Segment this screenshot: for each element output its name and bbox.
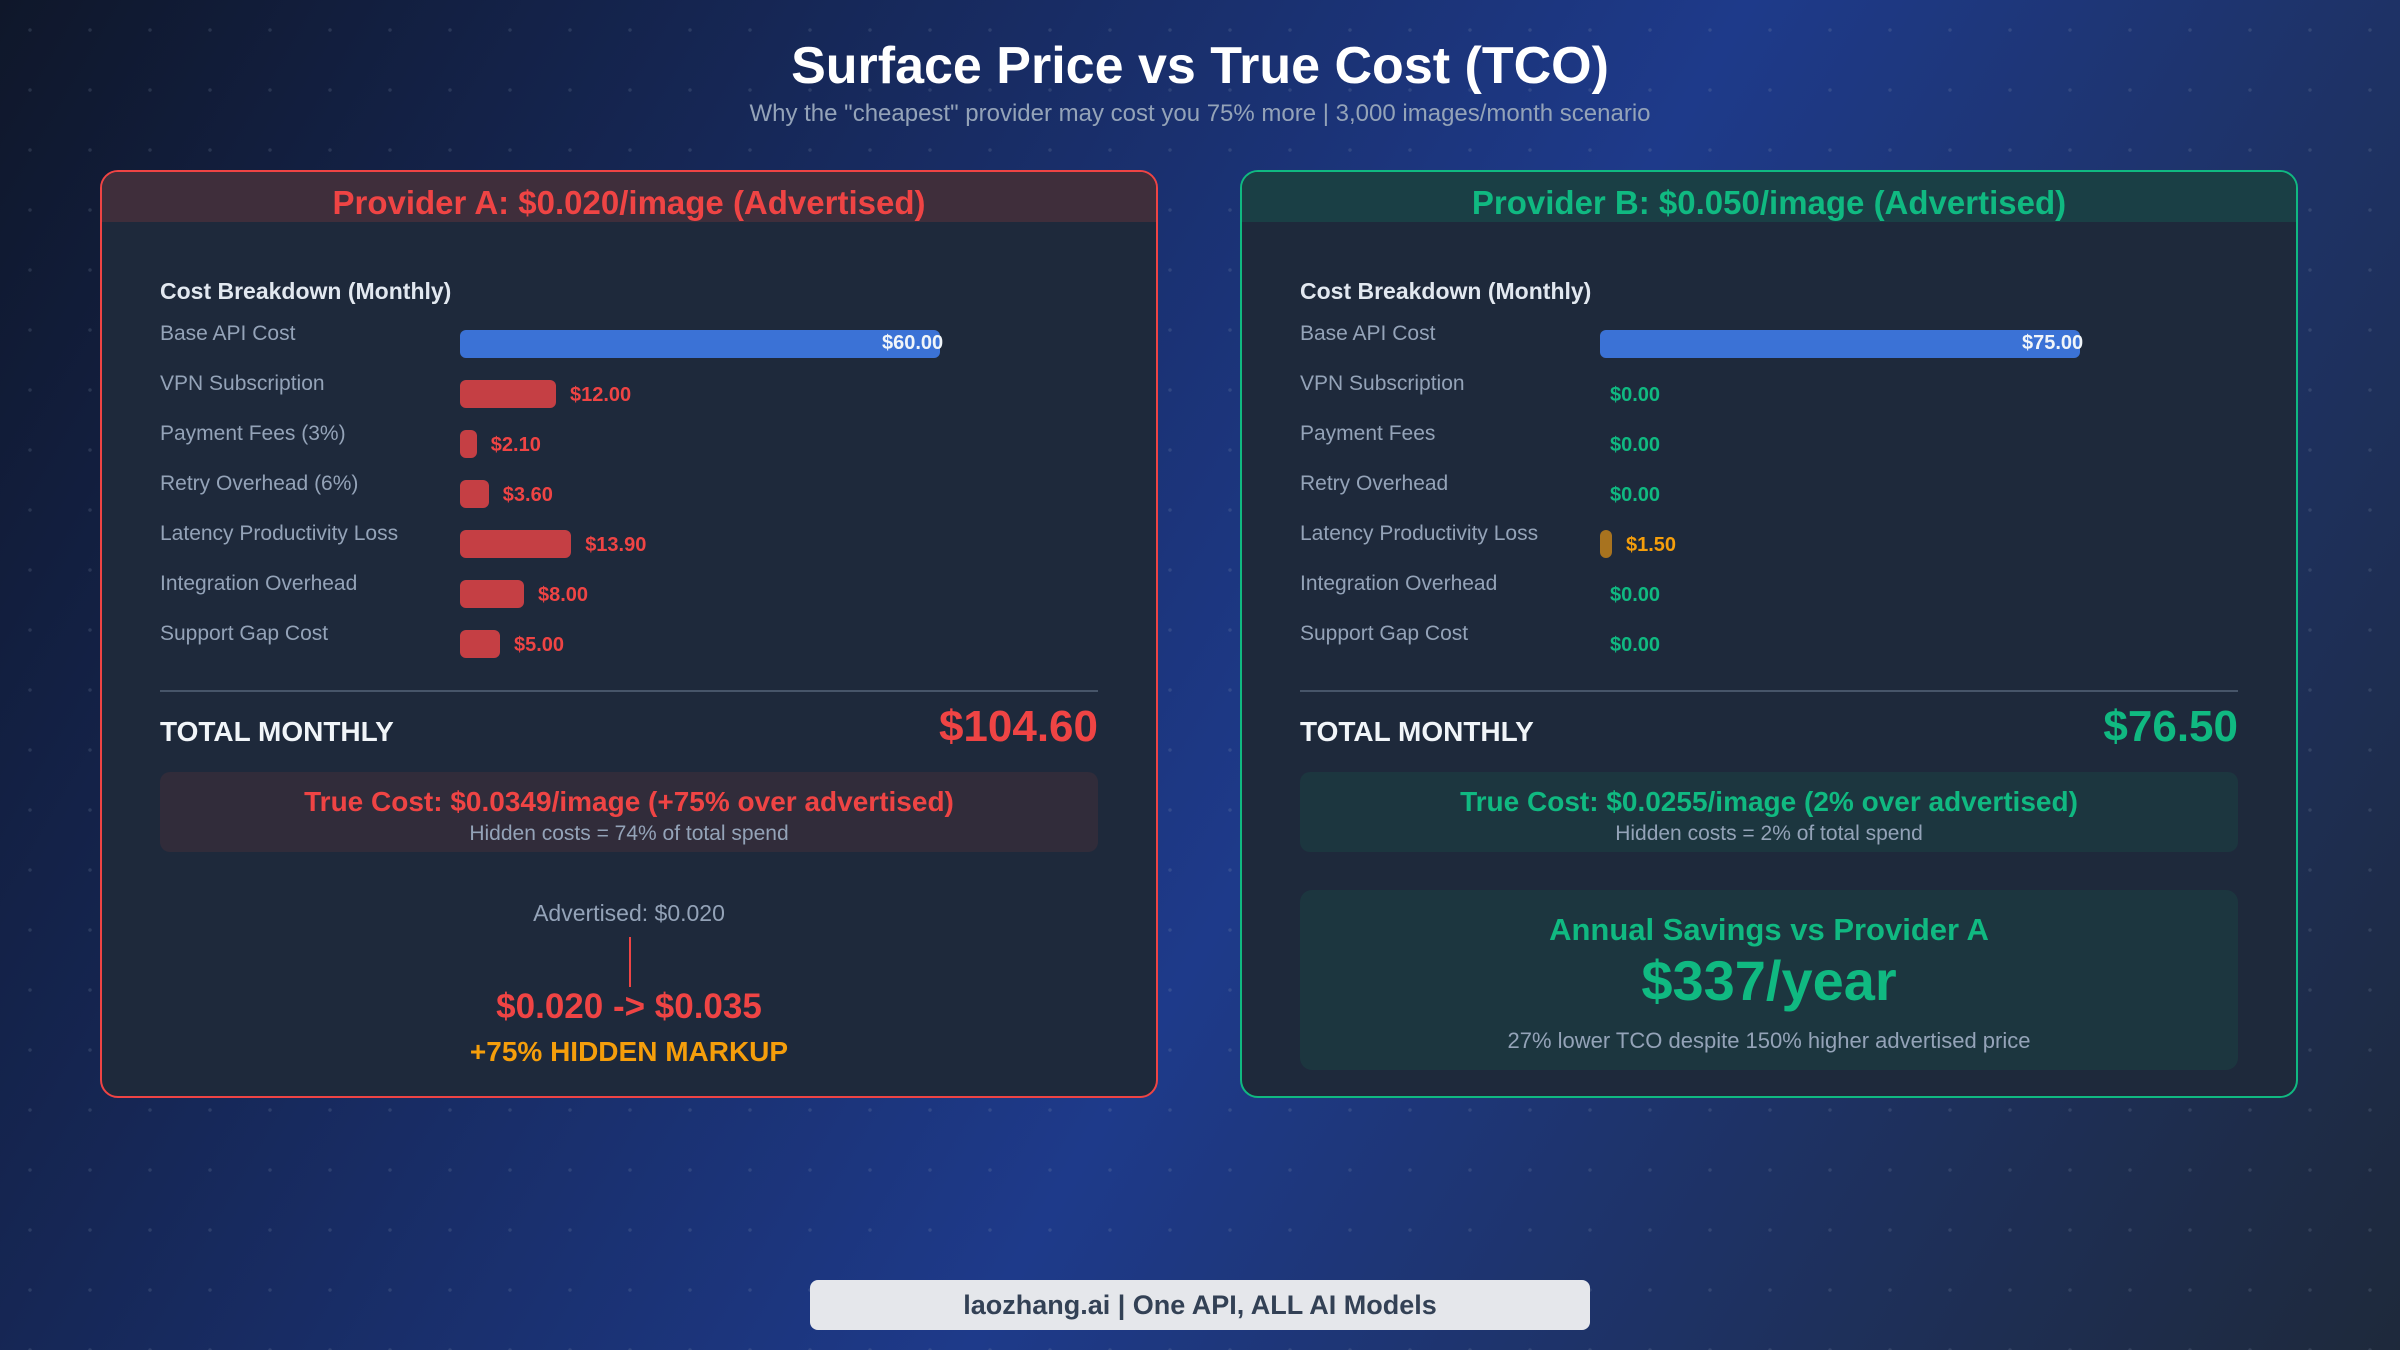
cost-row-value: $13.90	[585, 534, 647, 556]
cost-row: Integration Overhead $0.00	[1300, 572, 2238, 612]
cost-row-value: $8.00	[538, 584, 589, 606]
annual-savings-value: $337/year	[1641, 949, 1897, 1012]
cost-row: Retry Overhead $0.00	[1300, 472, 2238, 512]
cost-row: Latency Productivity Loss $13.90	[160, 522, 1098, 562]
cost-row-label: Base API Cost	[160, 322, 296, 345]
cost-row-label: Payment Fees (3%)	[160, 422, 346, 445]
cost-bar	[460, 380, 556, 408]
cost-bar	[460, 630, 500, 658]
cost-row: VPN Subscription $0.00	[1300, 372, 2238, 412]
cost-row-label: Payment Fees	[1300, 422, 1436, 445]
cost-row-label: Support Gap Cost	[160, 622, 329, 645]
cost-row-value: $0.00	[1610, 584, 1661, 606]
true-cost-box: True Cost: $0.0349/image (+75% over adve…	[160, 772, 1098, 852]
cost-row-label: Base API Cost	[1300, 322, 1436, 345]
cost-row: Integration Overhead $8.00	[160, 572, 1098, 612]
true-cost-text: True Cost: $0.0255/image (2% over advert…	[1460, 786, 2078, 817]
cost-row-value: $0.00	[1610, 384, 1661, 406]
cost-row-label: Latency Productivity Loss	[1300, 522, 1539, 545]
cost-breakdown-label: Cost Breakdown (Monthly)	[160, 278, 452, 304]
cost-row-label: Retry Overhead (6%)	[160, 472, 359, 495]
cost-row-value: $0.00	[1610, 434, 1661, 456]
total-monthly-value: $104.60	[938, 702, 1098, 751]
price-change-text: $0.020 -> $0.035	[496, 987, 762, 1026]
cost-row: VPN Subscription $12.00	[160, 372, 1098, 412]
annual-savings-title: Annual Savings vs Provider A	[1549, 912, 1989, 947]
cost-row-value: $12.00	[570, 384, 632, 406]
cost-bar	[460, 530, 572, 558]
hidden-cost-note: Hidden costs = 2% of total spend	[1615, 822, 1923, 845]
cost-row-value: $1.50	[1626, 534, 1677, 556]
total-monthly-value: $76.50	[2103, 702, 2238, 751]
cost-bar	[460, 580, 524, 608]
cost-row: Base API Cost $60.00	[160, 322, 1098, 362]
cost-row-value: $75.00	[2022, 332, 2084, 354]
page-title: Surface Price vs True Cost (TCO)	[791, 37, 1609, 95]
footer-text: laozhang.ai | One API, ALL AI Models	[963, 1290, 1437, 1320]
cost-row-label: Latency Productivity Loss	[160, 522, 399, 545]
provider-a-header: Provider A: $0.020/image (Advertised)	[102, 172, 1156, 222]
cost-row-value: $5.00	[514, 634, 565, 656]
cost-row-value: $0.00	[1610, 634, 1661, 656]
cost-row-label: Retry Overhead	[1300, 472, 1449, 495]
total-monthly-label: TOTAL MONTHLY	[1300, 716, 1534, 747]
divider	[160, 690, 1098, 692]
total-monthly-label: TOTAL MONTHLY	[160, 716, 394, 747]
divider	[1300, 690, 2238, 692]
cost-bar	[460, 480, 489, 508]
cost-row-label: Support Gap Cost	[1300, 622, 1469, 645]
cost-row-label: VPN Subscription	[160, 372, 325, 395]
cost-row: Base API Cost $75.00	[1300, 322, 2238, 362]
cost-row-value: $60.00	[882, 332, 944, 354]
annual-savings-box: Annual Savings vs Provider A $337/year 2…	[1300, 890, 2238, 1070]
cost-row-label: VPN Subscription	[1300, 372, 1465, 395]
arrow-line	[629, 937, 631, 987]
cost-breakdown-label: Cost Breakdown (Monthly)	[1300, 278, 1592, 304]
hidden-cost-note: Hidden costs = 74% of total spend	[469, 822, 789, 845]
hidden-markup-text: +75% HIDDEN MARKUP	[469, 1036, 789, 1067]
cost-row-value: $3.60	[502, 484, 553, 506]
cost-bar	[1600, 530, 1612, 558]
provider-b-header: Provider B: $0.050/image (Advertised)	[1242, 172, 2296, 222]
cost-row-label: Integration Overhead	[1300, 572, 1498, 595]
provider-a-panel: Provider A: $0.020/image (Advertised) Co…	[100, 170, 1158, 1098]
annual-savings-note: 27% lower TCO despite 150% higher advert…	[1507, 1028, 2031, 1053]
provider-b-title: Provider B: $0.050/image (Advertised)	[1471, 184, 2067, 221]
cost-row-value: $0.00	[1610, 484, 1661, 506]
true-cost-box: True Cost: $0.0255/image (2% over advert…	[1300, 772, 2238, 852]
cost-row-label: Integration Overhead	[160, 572, 358, 595]
provider-a-title: Provider A: $0.020/image (Advertised)	[332, 184, 926, 221]
advertised-price-label: Advertised: $0.020	[533, 900, 725, 926]
cost-row: Latency Productivity Loss $1.50	[1300, 522, 2238, 562]
cost-row: Retry Overhead (6%) $3.60	[160, 472, 1098, 512]
true-cost-text: True Cost: $0.0349/image (+75% over adve…	[304, 786, 954, 817]
cost-row: Payment Fees $0.00	[1300, 422, 2238, 462]
provider-b-panel: Provider B: $0.050/image (Advertised) Co…	[1240, 170, 2298, 1098]
cost-bar	[1600, 330, 2080, 358]
cost-bar	[460, 430, 477, 458]
cost-row: Payment Fees (3%) $2.10	[160, 422, 1098, 462]
cost-row: Support Gap Cost $5.00	[160, 622, 1098, 662]
cost-row-value: $2.10	[490, 434, 541, 456]
page-subtitle: Why the "cheapest" provider may cost you…	[749, 100, 1651, 127]
footer-banner: laozhang.ai | One API, ALL AI Models	[810, 1280, 1590, 1330]
cost-row: Support Gap Cost $0.00	[1300, 622, 2238, 662]
cost-bar	[460, 330, 940, 358]
